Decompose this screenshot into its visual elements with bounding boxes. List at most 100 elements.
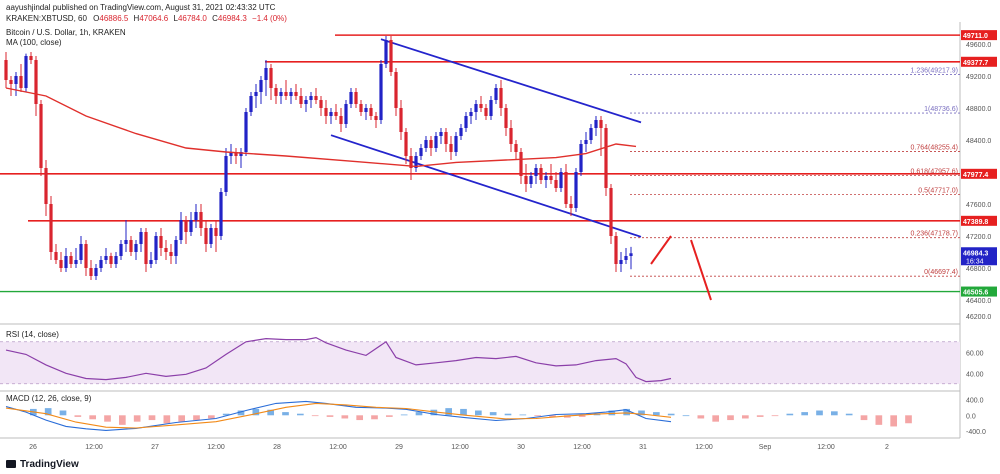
macd-histogram-bar <box>400 414 408 416</box>
candle-body <box>434 136 438 148</box>
macd-histogram-bar <box>890 415 898 427</box>
macd-histogram-bar <box>356 415 364 421</box>
candle-body <box>304 100 308 104</box>
last-price-label: 46984.3 <box>963 250 988 257</box>
macd-histogram-bar <box>578 415 586 417</box>
candle-body <box>364 108 368 112</box>
rsi-pane[interactable]: RSI (14, close) <box>0 330 960 385</box>
macd-histogram-bar <box>415 412 423 416</box>
candle-body <box>19 76 23 88</box>
candle-body <box>259 80 263 92</box>
candle-body <box>424 140 428 148</box>
level-price-tag <box>961 215 997 226</box>
level-price-tag <box>961 168 997 179</box>
candle-body <box>84 244 88 268</box>
macd-pane[interactable]: MACD (12, 26, close, 9) <box>5 394 912 431</box>
candle-body <box>314 96 318 100</box>
macd-histogram-bar <box>282 412 289 416</box>
candle-body <box>64 256 68 268</box>
macd-histogram-bar <box>163 415 171 424</box>
candle-body <box>359 104 363 112</box>
candle-body <box>209 228 213 244</box>
candle-body <box>439 132 443 136</box>
macd-histogram-bar <box>608 410 616 416</box>
candle-body <box>589 128 593 140</box>
time-tick-label: 12:00 <box>329 444 347 451</box>
time-tick-label: 27 <box>151 444 159 451</box>
fib-level-label: 0(46697.4) <box>924 269 958 276</box>
candle-body <box>619 260 623 264</box>
macd-histogram-bar <box>326 415 334 417</box>
candle-body <box>319 100 323 108</box>
candle-body <box>549 176 553 180</box>
publish-info: aayushjindal published on TradingView.co… <box>6 3 276 12</box>
time-tick-label: 12:00 <box>573 444 591 451</box>
tradingview-brand: TradingView <box>20 459 79 470</box>
candle-body <box>444 132 448 144</box>
price-pane[interactable]: 1.236(49217.9) 1(48736.6) 0.764(48255.4) 0.… <box>0 34 960 301</box>
candle-body <box>94 268 98 276</box>
candle-body <box>34 60 38 104</box>
price-tick-label: 47200.0 <box>966 234 991 241</box>
candle-body <box>289 92 293 96</box>
ma-legend: MA (100, close) <box>6 38 62 47</box>
macd-histogram-bar <box>771 415 779 417</box>
candle-body <box>254 92 258 96</box>
macd-line <box>5 400 672 431</box>
candle-body <box>294 92 298 96</box>
candle-body <box>59 260 63 268</box>
candle-body <box>284 92 288 96</box>
candle-body <box>379 64 383 120</box>
candle-body <box>139 232 143 244</box>
candle-body <box>269 68 273 88</box>
time-tick-label: 28 <box>273 444 281 451</box>
candle-body <box>224 156 228 192</box>
time-tick-label: 31 <box>639 444 647 451</box>
macd-histogram-bar <box>756 415 764 417</box>
macd-histogram-bar <box>460 408 467 416</box>
macd-histogram-bar <box>371 415 378 420</box>
level-price-tag <box>961 56 997 67</box>
macd-histogram-bar <box>489 412 497 416</box>
macd-histogram-bar <box>193 415 200 421</box>
macd-histogram-bar <box>74 415 82 417</box>
candle-body <box>249 96 253 112</box>
macd-histogram-bar <box>44 408 52 416</box>
symbol-line: KRAKEN:XBTUSD, 60 O46886.5 H47064.6 L467… <box>6 14 287 23</box>
macd-histogram-bar <box>430 409 438 416</box>
macd-histogram-bar <box>119 415 126 425</box>
candle-body <box>544 176 548 180</box>
candle-body <box>629 253 633 256</box>
candle-body <box>329 112 333 116</box>
level-price-label: 47977.4 <box>963 172 988 179</box>
macd-histogram-bar <box>653 412 660 416</box>
candle-body <box>4 60 8 80</box>
fib-level-label: 1.236(49217.9) <box>911 68 958 75</box>
candle-body <box>574 172 578 208</box>
candle-body <box>454 136 458 152</box>
rsi-line <box>5 336 672 383</box>
macd-histogram-bar <box>534 415 542 417</box>
macd-histogram-bar <box>860 415 868 421</box>
candle-body <box>594 120 598 128</box>
candle-body <box>449 144 453 152</box>
fib-level-label: 0.5(47717.0) <box>918 188 958 195</box>
candle-body <box>584 140 588 144</box>
candle-body <box>184 220 188 232</box>
candle-body <box>9 80 13 84</box>
candle-body <box>409 156 413 168</box>
macd-histogram-bar <box>712 415 720 422</box>
fib-level-label: 1(48736.6) <box>924 106 958 113</box>
macd-histogram-bar <box>905 415 912 424</box>
candle-body <box>429 140 433 148</box>
candle-countdown: 16:34 <box>966 258 984 265</box>
price-tick-label: 47600.0 <box>966 202 991 209</box>
macd-histogram-bar <box>801 412 809 416</box>
candle-body <box>569 204 573 208</box>
time-tick-label: 12:00 <box>85 444 103 451</box>
macd-histogram-bar <box>697 415 705 419</box>
candle-body <box>174 240 178 256</box>
candle-body <box>514 144 518 152</box>
macd-histogram-bar <box>133 415 141 422</box>
